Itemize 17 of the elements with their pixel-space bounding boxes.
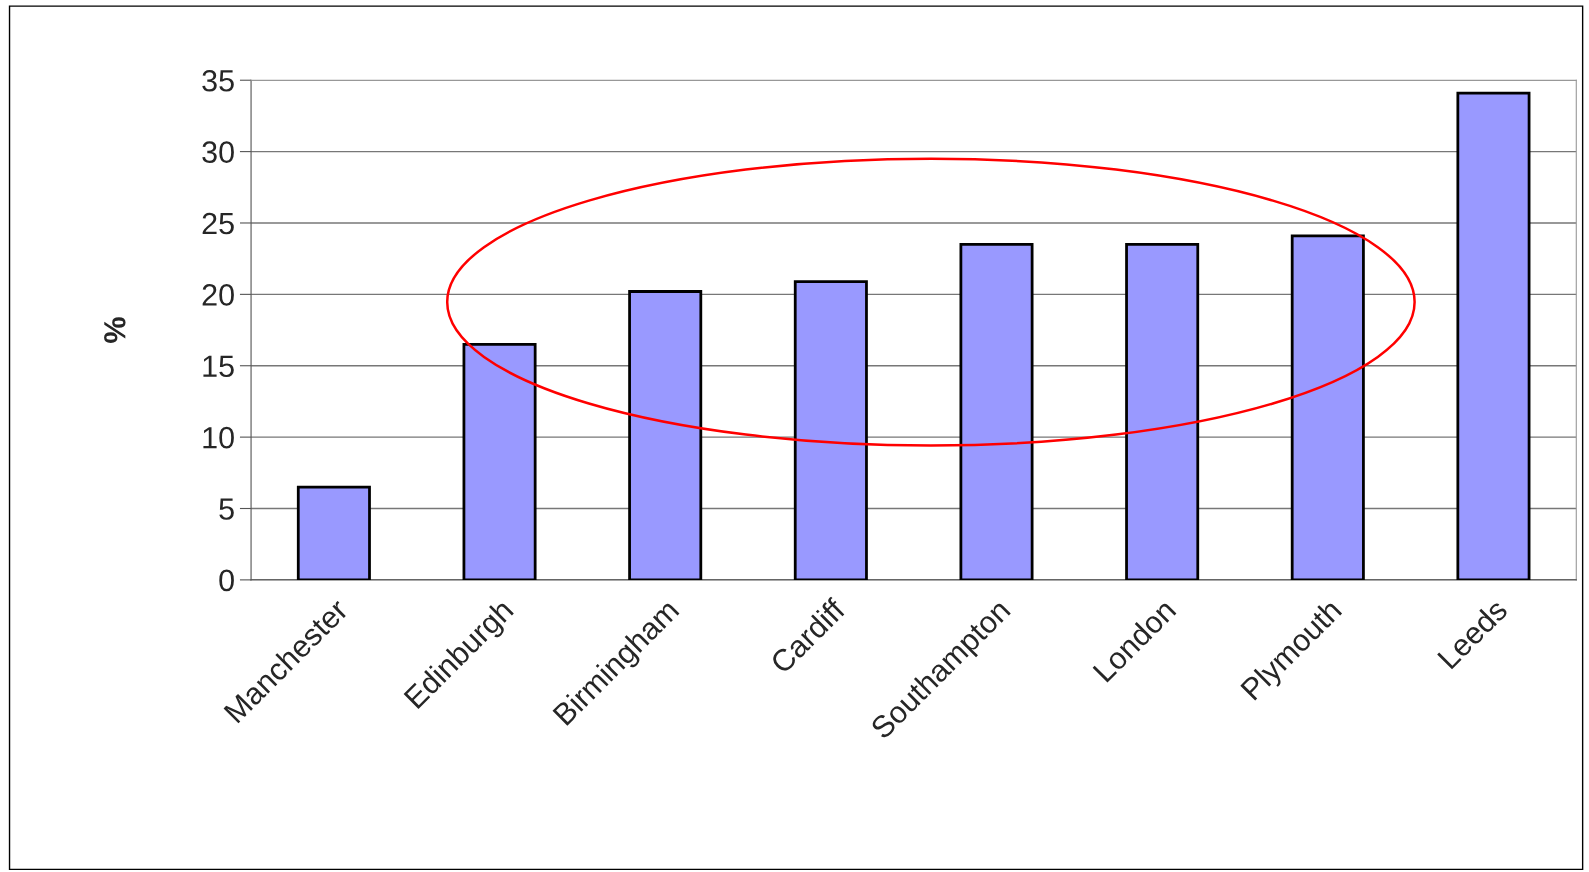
y-tick-label: 0	[219, 569, 234, 592]
bar	[296, 485, 371, 580]
bar	[462, 342, 537, 580]
y-tick-label: 35	[202, 69, 234, 92]
bar	[1456, 91, 1531, 580]
y-tick-label: 5	[219, 498, 234, 520]
y-axis-title: %	[104, 317, 126, 343]
bar	[959, 243, 1034, 580]
y-tick-label: 25	[202, 212, 234, 235]
bar	[628, 290, 703, 580]
y-tick-label: 20	[202, 284, 234, 306]
y-tick-label: 15	[203, 355, 234, 378]
bar	[1290, 234, 1365, 580]
y-tick-label: 30	[202, 141, 234, 163]
y-tick-label: 10	[203, 426, 234, 449]
bar	[793, 280, 868, 580]
bar	[1125, 243, 1200, 580]
